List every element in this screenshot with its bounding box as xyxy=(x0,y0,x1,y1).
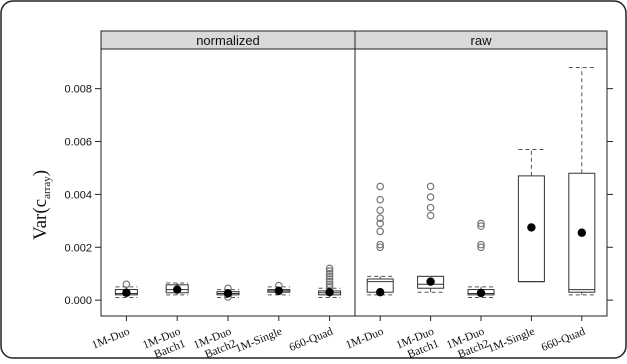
panel-raw: raw 1M-Duo 1M-DuoBatch1 1M-DuoBatch21M-Sing… xyxy=(344,30,608,361)
outlier-point xyxy=(477,240,485,249)
x-tick-label-line: 1M-Duo xyxy=(90,326,131,352)
panel-title: raw xyxy=(471,33,493,48)
mean-point xyxy=(577,228,586,237)
outlier-point xyxy=(376,195,385,204)
outlier-point xyxy=(325,277,334,286)
outlier-point xyxy=(122,280,131,289)
panel-normalized: normalized 1M-Duo 1M-DuoBatch1 1M-DuoBatch2… xyxy=(90,30,356,361)
outlier-point xyxy=(376,240,385,249)
outlier-point xyxy=(376,227,385,236)
x-tick-label-line: 1M-Single xyxy=(234,326,284,356)
mean-point xyxy=(223,289,233,298)
box-2 xyxy=(216,284,240,301)
outlier-point xyxy=(426,193,435,201)
box-3 xyxy=(267,281,291,296)
panel-plot-area xyxy=(100,48,356,317)
x-tick-label: 1M-Single xyxy=(234,326,284,356)
mean-point xyxy=(476,288,486,298)
outlier-point xyxy=(376,214,385,222)
x-tick-label-line: 1M-Single xyxy=(486,326,536,356)
y-axis-label-close: ) xyxy=(30,170,51,176)
x-tick-label: 1M-DuoBatch2 xyxy=(445,326,491,359)
outlier-point xyxy=(477,222,485,230)
x-tick-label: 1M-Single xyxy=(486,326,536,356)
y-axis-label-sub: array xyxy=(41,176,53,199)
outlier-point xyxy=(376,219,385,228)
x-tick-label: 1M-DuoBatch1 xyxy=(394,326,440,359)
y-axis-label-main: Var(c xyxy=(30,199,51,240)
x-tick-label-line: 660-Quad xyxy=(540,326,587,354)
outlier-point xyxy=(376,206,385,215)
y-tick-label: 0.002 xyxy=(64,242,92,254)
box-4 xyxy=(568,67,596,296)
mean-point xyxy=(173,285,182,294)
box-2 xyxy=(467,219,495,298)
outlier-point xyxy=(477,243,485,252)
box-1 xyxy=(417,182,445,293)
x-tick-label: 1M-DuoBatch2 xyxy=(192,326,238,359)
x-tick-label: 660-Quad xyxy=(288,326,335,354)
box-4 xyxy=(318,264,342,298)
mean-point xyxy=(325,288,334,297)
outlier-point xyxy=(325,267,334,275)
x-tick-label: 660-Quad xyxy=(540,326,587,354)
outlier-point xyxy=(325,280,334,289)
x-tick-label-line: 660-Quad xyxy=(288,326,335,354)
mean-point xyxy=(274,286,283,296)
outlier-point xyxy=(376,243,385,252)
mean-point xyxy=(527,223,536,232)
y-tick-label: 0.004 xyxy=(64,189,92,201)
y-axis-label: Var(carray) xyxy=(30,170,53,240)
mean-point xyxy=(122,288,131,297)
outlier-point xyxy=(325,275,334,283)
mean-point xyxy=(376,288,385,297)
box-0 xyxy=(366,182,394,297)
x-tick-label: 1M-Duo xyxy=(90,326,131,352)
outlier-point xyxy=(426,203,435,212)
x-tick-label-line: 1M-Duo xyxy=(344,326,385,352)
box-0 xyxy=(114,280,138,298)
x-tick-label: 1M-Duo xyxy=(344,326,385,352)
outlier-point xyxy=(426,211,435,220)
outlier-point xyxy=(325,264,334,273)
y-tick-label: 0.000 xyxy=(64,295,92,307)
y-tick-label: 0.006 xyxy=(64,137,92,149)
outlier-point xyxy=(477,219,485,228)
outlier-point xyxy=(376,182,385,191)
mean-point xyxy=(426,277,435,286)
panels: 0.000 0.002 0.004 0.006 0.008 normalized 1M-Du… xyxy=(64,30,613,361)
outlier-point xyxy=(325,269,334,278)
outlier-point xyxy=(426,182,435,191)
outlier-point xyxy=(325,272,334,281)
panel-title: normalized xyxy=(196,33,260,48)
box-1 xyxy=(165,282,189,296)
box-3 xyxy=(517,148,545,283)
y-tick-label: 0.008 xyxy=(64,84,92,96)
x-tick-label: 1M-DuoBatch1 xyxy=(141,326,187,359)
